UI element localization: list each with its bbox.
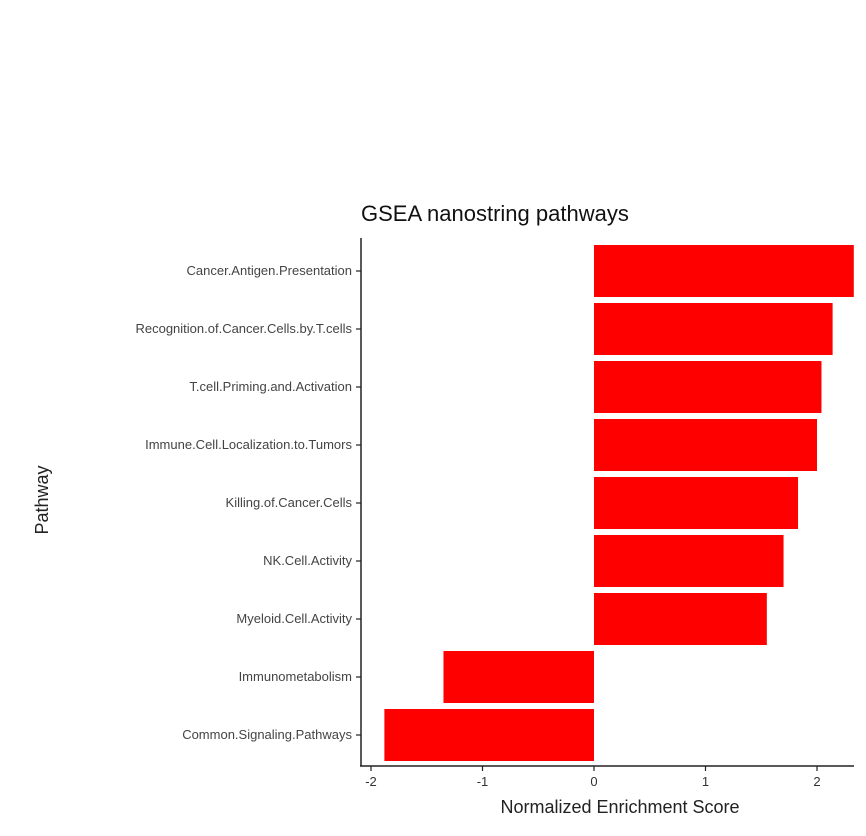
x-tick-label: -1 xyxy=(477,774,489,789)
bar-7 xyxy=(594,593,767,645)
y-tick-label: T.cell.Priming.and.Activation xyxy=(189,379,352,394)
y-tick-label: Immunometabolism xyxy=(239,669,352,684)
bar-3 xyxy=(594,361,822,413)
bars-layer xyxy=(384,245,854,761)
bar-4 xyxy=(594,419,817,471)
bar-2 xyxy=(594,303,833,355)
x-tick-label: 0 xyxy=(590,774,597,789)
y-ticks-layer: Cancer.Antigen.Presentation Recognition.o… xyxy=(135,263,361,742)
x-axis-title: Normalized Enrichment Score xyxy=(500,797,739,817)
y-tick-label: Killing.of.Cancer.Cells xyxy=(226,495,353,510)
bar-1 xyxy=(594,245,854,297)
y-tick-label: Common.Signaling.Pathways xyxy=(182,727,352,742)
bar-6 xyxy=(594,535,784,587)
x-ticks-layer: -2 -1 0 1 2 xyxy=(365,766,821,789)
chart-title: GSEA nanostring pathways xyxy=(361,201,629,226)
y-tick-label: Myeloid.Cell.Activity xyxy=(236,611,352,626)
bar-8 xyxy=(443,651,594,703)
x-tick-label: 2 xyxy=(813,774,820,789)
y-tick-label: Recognition.of.Cancer.Cells.by.T.cells xyxy=(135,321,352,336)
x-tick-label: -2 xyxy=(365,774,377,789)
bar-5 xyxy=(594,477,799,529)
y-tick-label: Cancer.Antigen.Presentation xyxy=(187,263,353,278)
bar-9 xyxy=(384,709,594,761)
y-tick-label: Immune.Cell.Localization.to.Tumors xyxy=(145,437,352,452)
x-tick-label: 1 xyxy=(702,774,709,789)
y-axis-title: Pathway xyxy=(32,465,52,534)
y-tick-label: NK.Cell.Activity xyxy=(263,553,352,568)
